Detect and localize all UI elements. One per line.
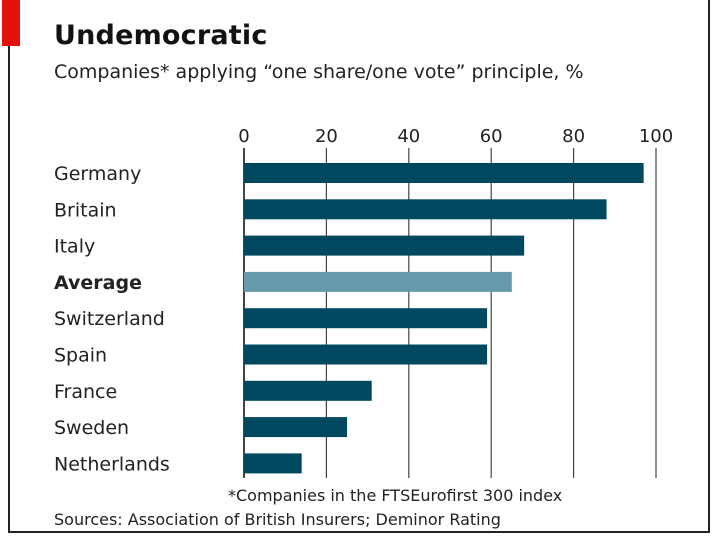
- category-label-netherlands: Netherlands: [54, 453, 170, 475]
- tick-label-80: 80: [562, 126, 585, 147]
- bar-spain: [244, 344, 488, 365]
- brand-tag: [2, 0, 20, 46]
- chart-title: Undemocratic: [54, 20, 268, 51]
- tick-label-100: 100: [639, 126, 673, 147]
- bar-france: [244, 380, 372, 401]
- category-label-italy: Italy: [54, 236, 95, 258]
- tick-label-20: 20: [315, 126, 338, 147]
- tick-label-0: 0: [238, 126, 249, 147]
- tick-label-40: 40: [397, 126, 420, 147]
- category-label-spain: Spain: [54, 345, 107, 367]
- category-label-switzerland: Switzerland: [54, 308, 165, 330]
- bar-average: [244, 271, 512, 292]
- bar-netherlands: [244, 453, 302, 474]
- chart-sources: Sources: Association of British Insurers…: [54, 510, 501, 529]
- category-label-sweden: Sweden: [54, 417, 129, 439]
- bar-sweden: [244, 417, 347, 438]
- chart-subtitle: Companies* applying “one share/one vote”…: [54, 61, 584, 83]
- category-label-average: Average: [54, 272, 142, 294]
- category-label-germany: Germany: [54, 163, 141, 185]
- tick-label-60: 60: [480, 126, 503, 147]
- bar-germany: [244, 163, 644, 183]
- category-label-france: France: [54, 381, 117, 403]
- chart-footnote: *Companies in the FTSEurofirst 300 index: [228, 486, 563, 505]
- chart-frame: [8, 0, 710, 533]
- bar-britain: [244, 199, 607, 220]
- bar-italy: [244, 235, 525, 256]
- bar-switzerland: [244, 308, 488, 329]
- category-label-britain: Britain: [54, 199, 117, 221]
